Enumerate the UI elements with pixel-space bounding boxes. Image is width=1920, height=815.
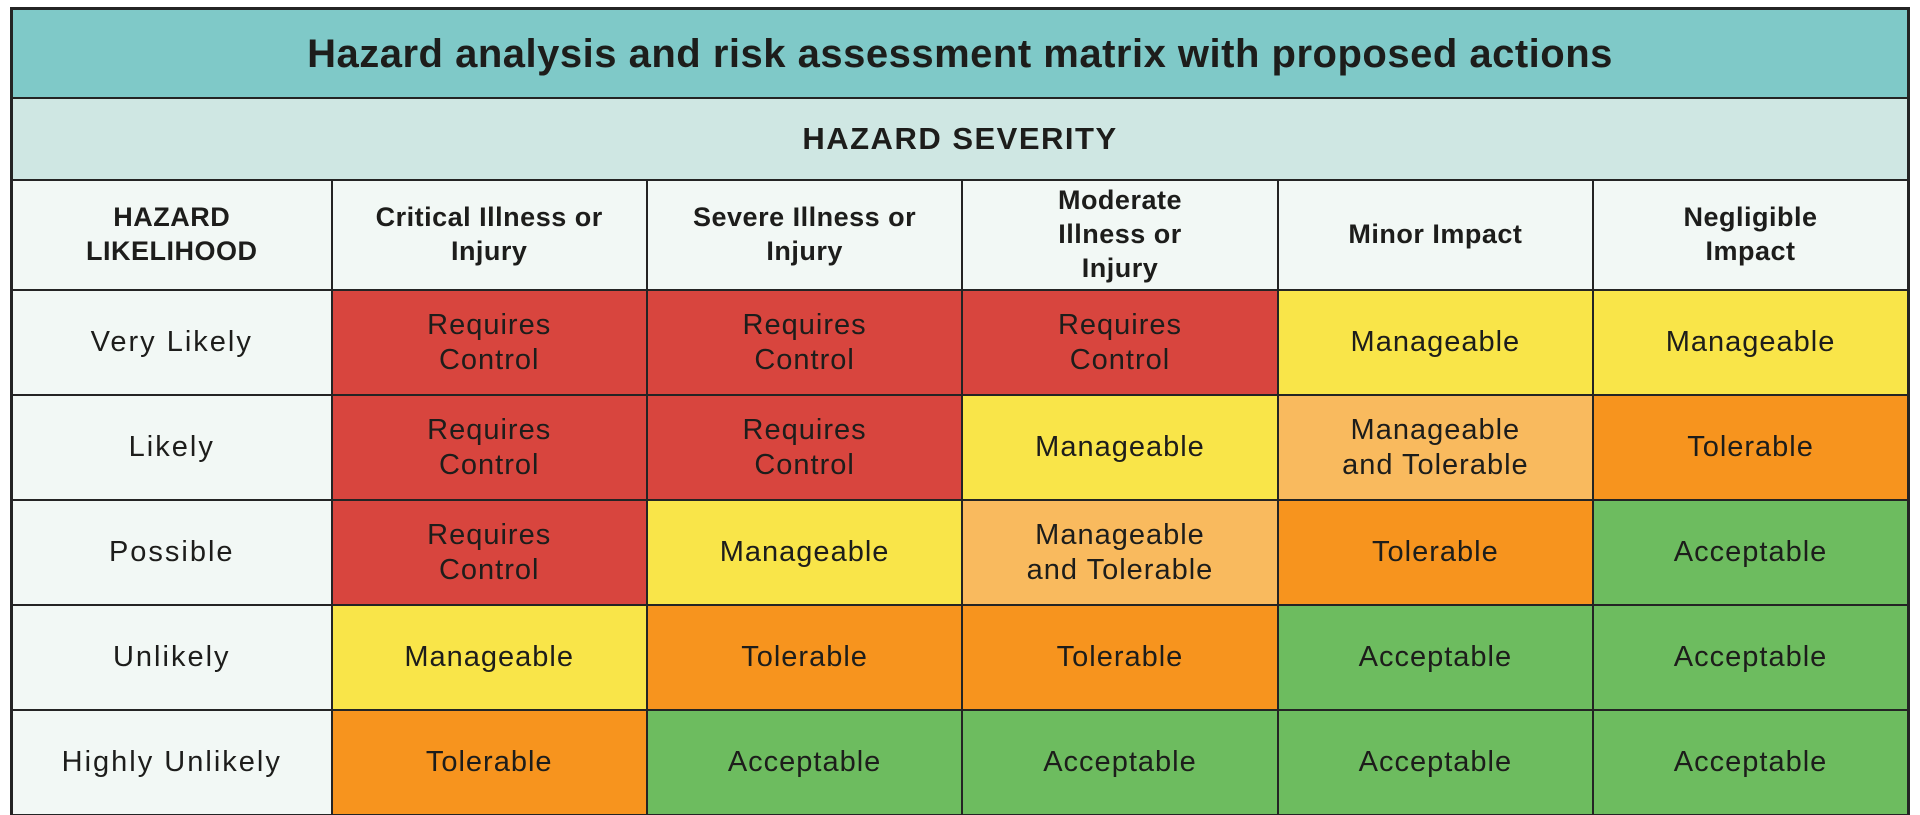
risk-cell-acceptable: Acceptable [1592, 499, 1910, 606]
risk-cell-manageable-tolerable: Manageable and Tolerable [961, 499, 1279, 606]
risk-cell-tolerable: Tolerable [645, 604, 964, 711]
matrix-row: Highly Unlikely Tolerable Acceptable Accept… [10, 709, 1910, 815]
likelihood-label: Very Likely [10, 289, 333, 396]
matrix-row: Possible Requires Control Manageable Manage… [10, 499, 1910, 606]
risk-cell-acceptable: Acceptable [1592, 604, 1910, 711]
column-header-moderate: Moderate Illness or Injury [961, 179, 1279, 291]
risk-cell-manageable: Manageable [645, 499, 964, 606]
risk-matrix-table: Hazard analysis and risk assessment matr… [10, 7, 1910, 815]
column-header-negligible: Negligible Impact [1592, 179, 1910, 291]
risk-cell-tolerable: Tolerable [330, 709, 648, 815]
risk-cell-acceptable: Acceptable [645, 709, 964, 815]
column-header-row: HAZARD LIKELIHOOD Critical Illness or In… [10, 179, 1910, 291]
column-header-minor: Minor Impact [1276, 179, 1595, 291]
risk-cell-tolerable: Tolerable [1276, 499, 1595, 606]
risk-cell-tolerable: Tolerable [1592, 394, 1910, 501]
risk-cell-manageable: Manageable [1592, 289, 1910, 396]
likelihood-label: Highly Unlikely [10, 709, 333, 815]
risk-cell-requires-control: Requires Control [330, 289, 648, 396]
title-row: Hazard analysis and risk assessment matr… [10, 7, 1910, 99]
risk-cell-requires-control: Requires Control [961, 289, 1279, 396]
likelihood-label: Unlikely [10, 604, 333, 711]
risk-cell-requires-control: Requires Control [330, 394, 648, 501]
risk-cell-acceptable: Acceptable [1276, 604, 1595, 711]
likelihood-label: Possible [10, 499, 333, 606]
risk-cell-manageable: Manageable [330, 604, 648, 711]
matrix-row: Likely Requires Control Requires Control Ma… [10, 394, 1910, 501]
risk-cell-acceptable: Acceptable [1592, 709, 1910, 815]
matrix-title: Hazard analysis and risk assessment matr… [10, 7, 1910, 99]
risk-cell-manageable: Manageable [961, 394, 1279, 501]
column-header-severe: Severe Illness or Injury [645, 179, 964, 291]
severity-banner-row: HAZARD SEVERITY [10, 97, 1910, 181]
column-header-critical: Critical Illness or Injury [330, 179, 648, 291]
matrix-row: Unlikely Manageable Tolerable Tolerable Acce… [10, 604, 1910, 711]
risk-cell-manageable: Manageable [1276, 289, 1595, 396]
risk-cell-requires-control: Requires Control [330, 499, 648, 606]
risk-cell-requires-control: Requires Control [645, 394, 964, 501]
risk-cell-tolerable: Tolerable [961, 604, 1279, 711]
likelihood-label: Likely [10, 394, 333, 501]
risk-cell-acceptable: Acceptable [961, 709, 1279, 815]
risk-cell-acceptable: Acceptable [1276, 709, 1595, 815]
risk-cell-manageable-tolerable: Manageable and Tolerable [1276, 394, 1595, 501]
severity-banner: HAZARD SEVERITY [10, 97, 1910, 181]
risk-cell-requires-control: Requires Control [645, 289, 964, 396]
likelihood-header: HAZARD LIKELIHOOD [10, 179, 333, 291]
matrix-row: Very Likely Requires Control Requires Cont… [10, 289, 1910, 396]
